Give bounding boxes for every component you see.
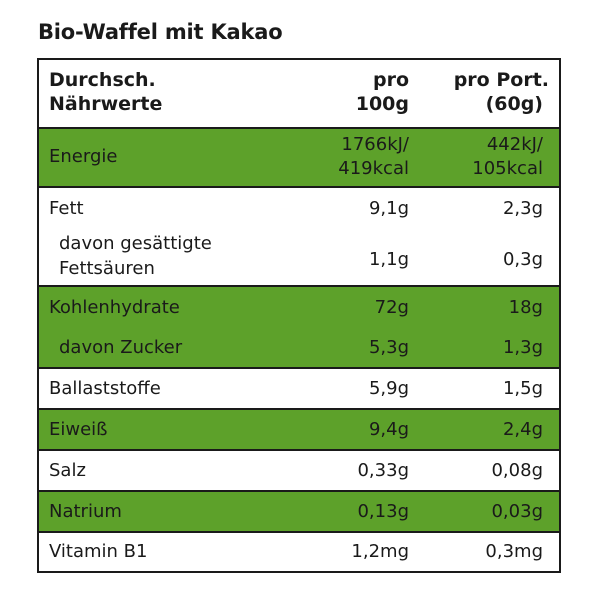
- row-value-per100: 1,2mg: [351, 541, 409, 562]
- row-divider: [39, 490, 559, 492]
- row-value-perportion: 0,3mg: [485, 541, 543, 562]
- row-value-per100: 5,9g: [368, 378, 409, 399]
- table-row: davon gesättigte Fettsäuren 1,1g 0,3g: [39, 226, 559, 286]
- row-value-perportion: 442kJ/: [486, 134, 543, 155]
- row-label: Energie: [49, 146, 118, 167]
- table-row: Fett 9,1g 2,3g: [39, 187, 559, 226]
- row-divider: [39, 449, 559, 451]
- row-divider: [39, 531, 559, 533]
- header-perportion-line2: (60g): [485, 93, 543, 115]
- row-value-per100: 419kcal: [338, 158, 409, 179]
- row-label-line2: Fettsäuren: [59, 258, 155, 279]
- header-perportion-line1: pro Port.: [453, 69, 549, 91]
- table-row: Natrium 0,13g 0,03g: [39, 491, 559, 532]
- table-row: Salz 0,33g 0,08g: [39, 450, 559, 491]
- header-label-line2: Nährwerte: [49, 93, 163, 115]
- row-value-perportion: 2,4g: [502, 419, 543, 440]
- table-row: davon Zucker 5,3g 1,3g: [39, 328, 559, 368]
- row-value-per100: 0,13g: [357, 501, 409, 522]
- row-label: Eiweiß: [49, 419, 108, 440]
- table-row: Energie 1766kJ/ 419kcal 442kJ/ 105kcal: [39, 128, 559, 187]
- row-value-per100: 9,4g: [368, 419, 409, 440]
- row-label: Vitamin B1: [49, 541, 148, 562]
- row-label-line1: davon gesättigte: [59, 233, 212, 254]
- table-row: Vitamin B1 1,2mg 0,3mg: [39, 532, 559, 571]
- row-label: Natrium: [49, 501, 122, 522]
- header-label-line1: Durchsch.: [49, 69, 156, 91]
- row-label: Salz: [49, 460, 86, 481]
- row-value-perportion: 1,3g: [502, 337, 543, 358]
- row-value-perportion: 0,03g: [491, 501, 543, 522]
- table-row: Eiweiß 9,4g 2,4g: [39, 409, 559, 450]
- row-value-perportion: 0,08g: [491, 460, 543, 481]
- table-row: Kohlenhydrate 72g 18g: [39, 286, 559, 328]
- row-value-perportion: 2,3g: [502, 198, 543, 219]
- row-value-per100: 0,33g: [357, 460, 409, 481]
- row-label: davon Zucker: [59, 337, 183, 358]
- row-value-perportion: 1,5g: [502, 378, 543, 399]
- row-divider: [39, 408, 559, 410]
- header-per100-line2: 100g: [355, 93, 409, 115]
- row-value-per100: 5,3g: [368, 337, 409, 358]
- row-value-per100: 1,1g: [368, 249, 409, 270]
- row-value-perportion: 18g: [508, 297, 543, 318]
- row-value-per100: 72g: [374, 297, 409, 318]
- table-row: Ballaststoffe 5,9g 1,5g: [39, 368, 559, 409]
- row-label: Kohlenhydrate: [49, 297, 180, 318]
- row-label: Ballaststoffe: [49, 378, 161, 399]
- row-divider: [39, 285, 559, 287]
- header-per100-line1: pro: [372, 69, 409, 91]
- row-value-perportion: 0,3g: [502, 249, 543, 270]
- product-title: Bio-Waffel mit Kakao: [38, 20, 283, 44]
- row-divider: [39, 186, 559, 188]
- nutrition-table: Durchsch. Nährwerte pro 100g pro Port. (…: [37, 58, 561, 573]
- row-value-per100: 9,1g: [368, 198, 409, 219]
- row-value-perportion: 105kcal: [472, 158, 543, 179]
- table-header: Durchsch. Nährwerte pro 100g pro Port. (…: [39, 60, 559, 128]
- header-divider: [39, 127, 559, 129]
- row-divider: [39, 367, 559, 369]
- row-label: Fett: [49, 198, 84, 219]
- row-value-per100: 1766kJ/: [341, 134, 409, 155]
